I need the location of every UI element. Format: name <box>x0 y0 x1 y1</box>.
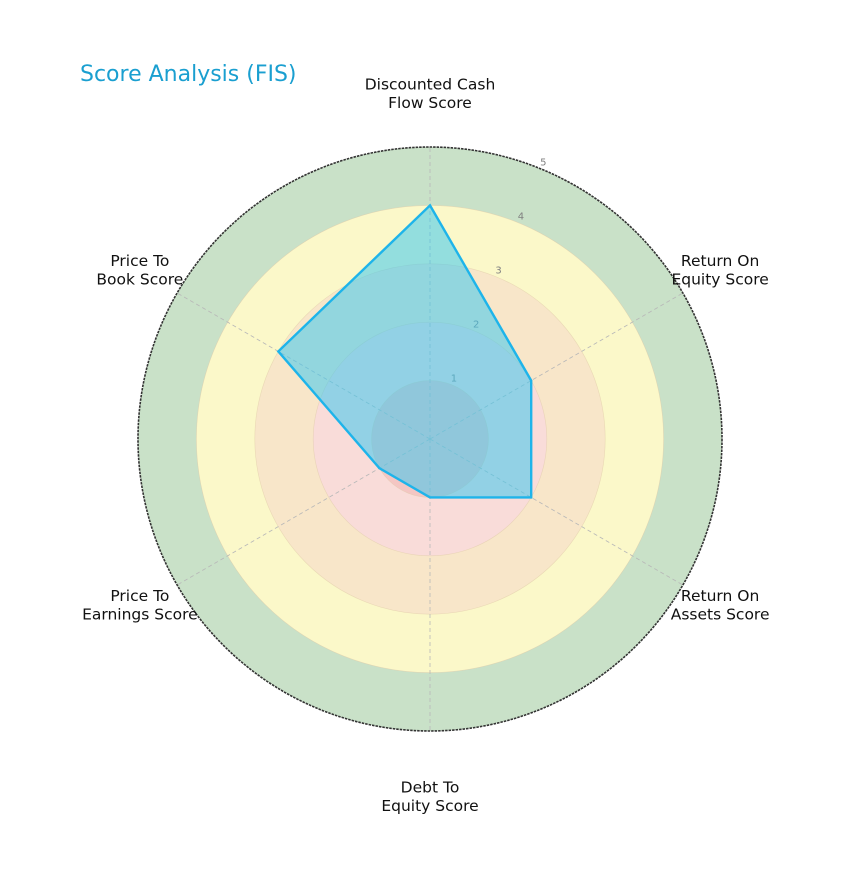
tick-label: 4 <box>518 211 524 222</box>
chart-title: Score Analysis (FIS) <box>80 62 297 87</box>
axis-label: Debt To Equity Score <box>381 779 478 816</box>
axis-label: Price To Earnings Score <box>82 587 198 624</box>
tick-label: 3 <box>495 265 501 276</box>
axis-labels: Discounted Cash Flow Score Return On Equity… <box>82 76 769 816</box>
axis-label: Price To Book Score <box>96 252 183 289</box>
axis-label: Return On Equity Score <box>671 252 768 289</box>
outer-border <box>137 146 723 732</box>
series-polygon-fis <box>276 203 533 499</box>
axis-label: Return On Assets Score <box>671 587 770 624</box>
axis-label: Discounted Cash Flow Score <box>365 76 496 113</box>
score-polygon <box>276 203 533 499</box>
tick-label: 5 <box>540 158 546 169</box>
